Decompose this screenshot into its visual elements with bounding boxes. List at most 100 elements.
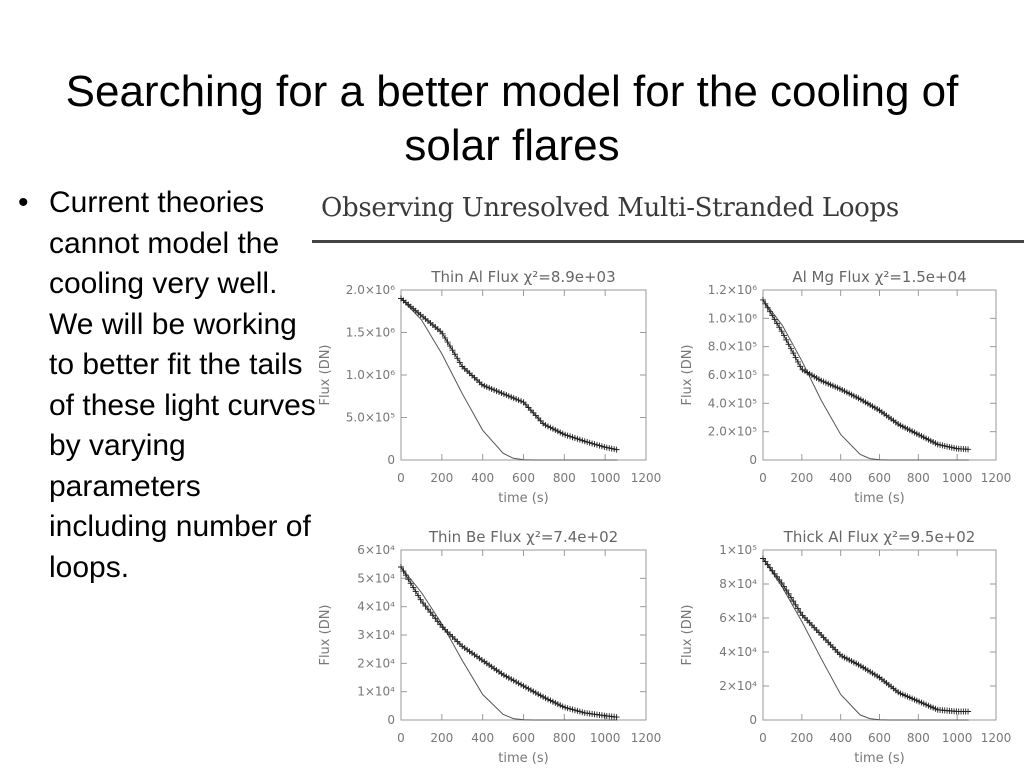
data-point [776, 324, 783, 331]
y-tick-label: 0 [749, 713, 757, 727]
data-point [797, 363, 804, 370]
x-axis-label: time (s) [498, 491, 548, 506]
data-point [760, 555, 766, 562]
data-point [776, 576, 783, 583]
x-tick-label: 0 [397, 731, 405, 745]
data-point [780, 332, 787, 339]
data-point [766, 308, 773, 315]
data-point [415, 592, 422, 599]
figure-divider [312, 240, 1024, 243]
plot-title: Thin Al Flux χ²=8.9e+03 [430, 268, 615, 286]
x-tick-label: 200 [790, 471, 813, 485]
data-point [613, 446, 620, 453]
y-tick-label: 2×10⁴ [357, 656, 395, 670]
data-point [778, 579, 785, 586]
data-point [760, 296, 766, 303]
y-tick-label: 4.0×10⁵ [708, 396, 757, 410]
y-tick-label: 6.0×10⁵ [708, 368, 757, 382]
data-point [447, 343, 453, 350]
y-axis-label: Flux (DN) [680, 604, 695, 665]
y-tick-label: 2×10⁴ [719, 679, 757, 693]
model-curve [400, 566, 618, 721]
y-tick-label: 1.2×10⁶ [708, 283, 757, 297]
x-tick-label: 400 [829, 731, 852, 745]
y-axis-label: Flux (DN) [680, 344, 695, 405]
data-point [454, 355, 461, 362]
data-point [764, 304, 771, 311]
x-tick-label: 0 [759, 731, 767, 745]
x-tick-label: 600 [512, 471, 535, 485]
model-curve [762, 299, 969, 461]
x-tick-label: 1200 [981, 471, 1012, 485]
x-tick-label: 1000 [590, 471, 621, 485]
data-point [613, 714, 620, 721]
x-tick-label: 1200 [981, 731, 1012, 745]
data-point [402, 572, 409, 579]
observed-curve [400, 298, 618, 451]
data-point [764, 561, 771, 568]
data-point [417, 596, 424, 603]
x-tick-label: 400 [471, 471, 494, 485]
data-point [769, 567, 776, 574]
data-point [407, 580, 414, 587]
data-point [422, 603, 429, 610]
x-tick-label: 1200 [631, 731, 662, 745]
plot-title: Al Mg Flux χ²=1.5e+04 [792, 268, 966, 286]
y-tick-label: 4×10⁴ [357, 600, 395, 614]
plot-frame [762, 289, 997, 461]
y-tick-label: 0 [387, 453, 395, 467]
data-point [410, 584, 417, 591]
data-point [778, 328, 785, 335]
data-point [965, 708, 972, 715]
data-point [762, 300, 769, 307]
data-point [766, 564, 773, 571]
data-point [398, 564, 404, 570]
y-axis-label: Flux (DN) [318, 344, 333, 405]
data-point [427, 609, 434, 616]
y-tick-label: 0 [387, 713, 395, 727]
observed-curve [400, 566, 618, 718]
data-point [439, 330, 446, 337]
data-point [792, 601, 799, 608]
data-point [771, 570, 778, 577]
y-tick-label: 2.0×10⁶ [346, 283, 395, 297]
x-tick-label: 200 [430, 471, 453, 485]
data-point [797, 609, 804, 616]
data-point [405, 576, 412, 583]
x-tick-label: 1200 [631, 471, 662, 485]
observed-curve [762, 299, 969, 450]
data-point [790, 598, 797, 605]
data-point [451, 351, 458, 358]
data-point [787, 345, 794, 352]
data-point [449, 347, 456, 354]
x-tick-label: 1000 [942, 471, 973, 485]
x-tick-label: 600 [868, 731, 891, 745]
y-tick-label: 0 [749, 453, 757, 467]
x-tick-label: 200 [430, 731, 453, 745]
data-point [771, 316, 778, 323]
data-point [769, 312, 776, 319]
data-point [424, 606, 431, 613]
y-tick-label: 6×10⁴ [357, 543, 395, 557]
y-tick-label: 1.0×10⁶ [346, 368, 395, 382]
data-point [794, 358, 801, 365]
data-point [400, 568, 407, 575]
plot-frame [400, 289, 647, 461]
y-tick-label: 3×10⁴ [357, 628, 395, 642]
y-tick-label: 2.0×10⁵ [708, 425, 757, 439]
x-tick-label: 1000 [590, 731, 621, 745]
y-tick-label: 8.0×10⁵ [708, 340, 757, 354]
plot-title: Thick Al Flux χ²=9.5e+02 [783, 528, 976, 546]
plot-frame [400, 549, 647, 721]
data-point [785, 590, 792, 597]
data-point [432, 615, 439, 622]
y-tick-label: 5×10⁴ [357, 571, 395, 585]
x-tick-label: 0 [759, 471, 767, 485]
slide-title: Searching for a better model for the coo… [65, 67, 959, 171]
data-point [762, 558, 769, 565]
x-tick-label: 0 [397, 471, 405, 485]
data-point [456, 359, 463, 366]
x-tick-label: 400 [829, 471, 852, 485]
model-curve [762, 558, 969, 721]
